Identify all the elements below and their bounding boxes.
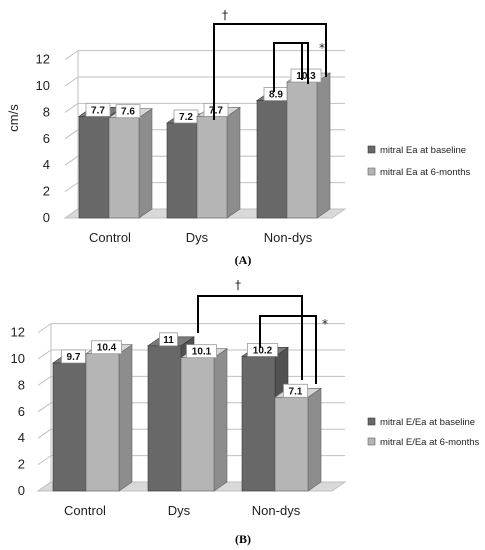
bar: [286, 81, 318, 219]
y-tick-label: 10: [11, 351, 25, 366]
y-tick-label: 6: [43, 131, 50, 146]
category-label: Control: [89, 230, 131, 245]
y-tick-label: 2: [18, 457, 25, 472]
bar: [256, 100, 288, 219]
data-label-box: [91, 340, 122, 355]
bar: [108, 117, 140, 219]
bar: [274, 396, 309, 492]
bar-side: [118, 344, 133, 492]
bar: [85, 353, 120, 492]
legend-label: mitral Ea at 6-months: [380, 167, 471, 178]
data-label: 7.1: [289, 386, 303, 397]
bar-side: [316, 72, 331, 219]
bar-side: [307, 387, 322, 492]
data-label: 7.6: [121, 107, 135, 118]
data-label-box: [186, 344, 217, 359]
gridline-side: [37, 455, 52, 466]
legend-swatch: [367, 417, 376, 426]
bar: [196, 116, 228, 219]
panel-label-b: (B): [235, 532, 251, 546]
significance-bracket: [274, 42, 309, 84]
y-tick-label: 8: [43, 104, 50, 119]
gridline-side: [37, 323, 52, 334]
legend-swatch: [367, 145, 376, 154]
bar: [166, 122, 198, 219]
data-label: 10.1: [192, 347, 212, 358]
chart-a: 0 2 4 6 8 10 12 cm/s 7.7 7.6 Control 7.2 7.7 Dys 8.9 10…: [6, 8, 471, 245]
gridline-side: [64, 182, 79, 193]
y-tick-label: 8: [18, 377, 25, 392]
data-label: 10.4: [97, 343, 117, 354]
panel-label-a: (A): [235, 253, 252, 267]
data-label: 7.2: [179, 112, 193, 123]
data-label-box: [203, 102, 229, 117]
y-tick-label: 0: [43, 210, 50, 225]
category-label: Control: [64, 503, 106, 518]
significance-bracket: [197, 295, 303, 380]
bar-side: [226, 106, 241, 219]
chart-b: 0 2 4 6 8 10 12 9.7 10.4 Control 11 10.1 Dys 10.2 7.1 N…: [11, 278, 480, 518]
y-axis-label: cm/s: [6, 104, 21, 132]
y-tick-label: 2: [43, 184, 50, 199]
gridline-side: [37, 375, 52, 386]
data-label-box: [85, 102, 111, 117]
y-tick-label: 6: [18, 404, 25, 419]
legend-label: mitral E/Ea at 6-months: [380, 437, 480, 448]
data-label-box: [283, 383, 308, 398]
y-tick-label: 0: [18, 483, 25, 498]
data-label-box: [61, 349, 86, 364]
category-label: Non-dys: [264, 230, 313, 245]
dagger-marker: †: [222, 8, 228, 22]
data-label: 11: [163, 335, 174, 346]
data-label: 7.7: [209, 105, 223, 116]
gridline-side: [64, 129, 79, 140]
y-tick-label: 4: [43, 157, 50, 172]
data-label: 10.3: [296, 71, 316, 82]
bar: [147, 345, 182, 492]
category-label: Dys: [168, 503, 191, 518]
significance-bracket: [213, 23, 327, 120]
asterisk-marker: *: [322, 317, 328, 331]
gridline-side: [64, 76, 79, 87]
data-label: 8.9: [269, 90, 283, 101]
data-label: 7.7: [91, 105, 105, 116]
y-tick-label: 12: [11, 325, 25, 340]
gridline-side: [37, 428, 52, 439]
asterisk-marker: *: [319, 41, 325, 55]
bar: [180, 357, 215, 492]
legend-label: mitral Ea at baseline: [380, 145, 466, 156]
legend-swatch: [367, 437, 376, 446]
data-label: 10.2: [253, 345, 273, 356]
data-label: 9.7: [67, 352, 81, 363]
legend-swatch: [367, 167, 376, 176]
y-tick-label: 10: [36, 78, 50, 93]
data-label-box: [115, 104, 141, 119]
gridline-side: [64, 50, 79, 61]
category-label: Dys: [186, 230, 209, 245]
data-label-box: [159, 332, 178, 347]
y-tick-label: 4: [18, 430, 25, 445]
category-label: Non-dys: [252, 503, 301, 518]
bar: [78, 116, 110, 219]
gridline-side: [37, 349, 52, 360]
dagger-marker: †: [235, 278, 241, 292]
gridline-side: [64, 155, 79, 166]
legend-label: mitral E/Ea at baseline: [380, 417, 475, 428]
data-label-box: [247, 342, 278, 357]
bar-side: [213, 348, 228, 492]
significance-bracket: [259, 315, 317, 384]
data-label-box: [290, 68, 322, 83]
gridline-side: [37, 402, 52, 413]
bar: [52, 362, 87, 492]
gridline-side: [64, 102, 79, 113]
y-tick-label: 12: [36, 52, 50, 67]
bar: [241, 356, 276, 492]
bar-side: [138, 108, 153, 219]
